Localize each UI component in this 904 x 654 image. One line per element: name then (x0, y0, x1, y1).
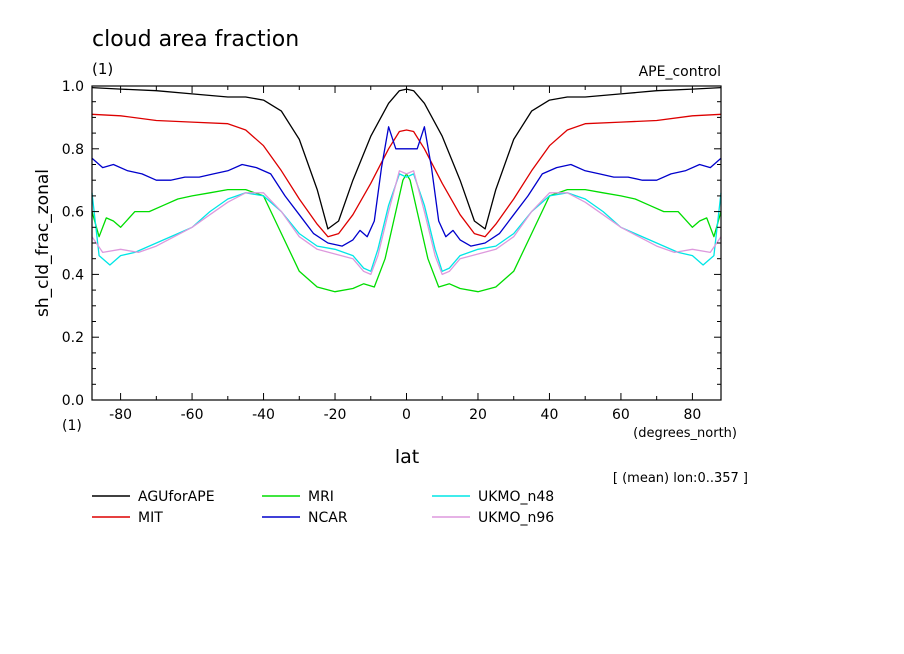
y-tick-label: 1.0 (62, 79, 84, 95)
plot-area: -80 -60 -40 -20 0 20 40 60 80 0.0 0.2 0.4 0.6 0.8 1.0 (62, 79, 722, 423)
y-units-top: (1) (92, 60, 113, 78)
x-tick-label: -60 (181, 407, 204, 423)
y-axis-label: sh_cld_frac_zonal (33, 169, 53, 317)
legend: AGUforAPE MIT MRI NCAR UKMO_n48 UKMO_n96 (92, 489, 554, 526)
x-tick-label: -40 (252, 407, 275, 423)
x-tick-label: 0 (402, 407, 411, 423)
x-tick-label: -80 (109, 407, 132, 423)
legend-label: UKMO_n96 (478, 510, 554, 526)
x-tick-label: -20 (324, 407, 347, 423)
x-tick-label: 60 (612, 407, 630, 423)
x-axis-units: (degrees_north) (633, 426, 737, 441)
y-tick-label: 0.6 (62, 205, 84, 221)
mean-annotation: [ (mean) lon:0..357 ] (613, 471, 748, 486)
legend-item-ncar: NCAR (262, 510, 348, 526)
series-line-mit (91, 113, 722, 238)
y-tick-label: 0.0 (62, 393, 84, 409)
experiment-label: APE_control (639, 64, 721, 80)
x-tick-label: 40 (541, 407, 559, 423)
legend-label: NCAR (308, 510, 348, 526)
y-units-bottom: (1) (62, 418, 82, 434)
x-axis-label: lat (395, 446, 419, 468)
legend-item-mit: MIT (92, 510, 163, 526)
series-line-ukmo-n48 (91, 173, 722, 272)
plot-frame (91, 85, 722, 401)
legend-label: MIT (138, 510, 163, 526)
series-line-mri (91, 173, 722, 293)
legend-item-ukmo-n96: UKMO_n96 (432, 510, 554, 526)
y-tick-label: 0.2 (62, 330, 84, 346)
x-tick-label: 80 (683, 407, 701, 423)
y-tick-label: 0.8 (62, 142, 84, 158)
series-line-ukmo-n96 (91, 170, 722, 276)
series-line-ncar (91, 126, 722, 247)
series-line-aguforape (91, 86, 722, 230)
legend-label: MRI (308, 489, 334, 505)
chart-title: cloud area fraction (92, 27, 299, 52)
legend-item-aguforape: AGUforAPE (92, 489, 215, 505)
y-tick-label: 0.4 (62, 267, 84, 283)
legend-label: AGUforAPE (138, 489, 215, 505)
legend-label: UKMO_n48 (478, 489, 554, 505)
legend-item-ukmo-n48: UKMO_n48 (432, 489, 554, 505)
x-tick-label: 20 (469, 407, 487, 423)
legend-item-mri: MRI (262, 489, 334, 505)
